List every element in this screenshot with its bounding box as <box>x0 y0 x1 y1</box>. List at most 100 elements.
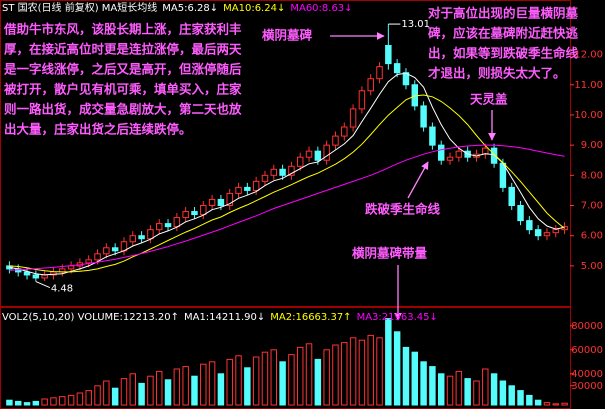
volume-bar <box>226 358 233 406</box>
note-line: 则一路出货，成交量急剧放大，第二天也放 <box>4 102 242 117</box>
label: 天灵盖 <box>470 92 508 107</box>
low-label: 4.48 <box>51 284 73 295</box>
legend-text: MA2:16663.37↑ <box>270 312 351 323</box>
volume-bar <box>323 349 330 406</box>
volume-bar <box>173 368 181 406</box>
arrow <box>407 161 429 199</box>
label: 横阴墓碑 <box>262 28 313 43</box>
volume-bar <box>182 366 189 406</box>
volume-bar <box>296 346 304 406</box>
candle-body <box>358 90 366 110</box>
marker-line <box>35 281 51 289</box>
volume-bar <box>385 318 392 406</box>
y2-tick-label: 60000 <box>571 345 603 356</box>
candle-body <box>244 186 251 191</box>
note-line: 借助牛市东风，该股长期上涨，庄家获利丰 <box>3 22 242 37</box>
volume-bar <box>517 390 524 406</box>
volume-bar <box>14 400 22 406</box>
volume-bar <box>552 403 560 406</box>
high-label: 13.01 <box>401 19 430 30</box>
volume-bar <box>270 349 278 406</box>
y-tick-label: 7.00 <box>581 201 603 212</box>
candle-body <box>437 144 445 161</box>
volume-bar <box>420 361 427 406</box>
candle-body <box>208 198 216 207</box>
candle-body <box>402 72 410 86</box>
marks <box>6 24 568 406</box>
y2-tick-label: 40000 <box>571 369 603 380</box>
legend-text: MA10:6.24↓ <box>223 3 285 14</box>
candle-body <box>138 235 145 240</box>
y2-tick-label: 30000 <box>571 381 603 392</box>
volume-bar <box>111 387 119 406</box>
y-tick-label: 10.00 <box>574 110 603 121</box>
volume-bar <box>508 385 515 406</box>
legend-text: MA1:14211.90↓ <box>184 312 265 323</box>
volume-bar <box>499 380 507 406</box>
candle-body <box>288 165 295 176</box>
volume-bar <box>32 400 40 406</box>
ma-line <box>9 94 565 273</box>
volume-bar <box>164 379 172 406</box>
candle-body <box>32 274 40 279</box>
volume-bar <box>155 370 163 406</box>
volume-bar <box>543 402 551 406</box>
candle-body <box>147 229 154 240</box>
note-line: 对于高位出现的巨量横阴墓 <box>428 6 579 21</box>
candle-body <box>226 192 233 207</box>
candle-body <box>420 105 427 128</box>
volume-bar <box>446 375 454 406</box>
candle-body <box>23 271 31 276</box>
candle-body <box>252 180 260 191</box>
volume-bar <box>94 385 101 406</box>
legend-text: VOL2(5,10,20) VOLUME:12213.20↑ <box>2 312 179 323</box>
candle-body <box>367 78 374 92</box>
volume-bar <box>314 358 322 406</box>
candle-body <box>270 168 278 176</box>
volume-bar <box>41 398 48 406</box>
volume-bar <box>305 343 313 406</box>
volume-bar <box>23 402 31 406</box>
volume-bar <box>393 331 401 406</box>
volume-bar <box>244 367 251 406</box>
volume-bar <box>367 334 374 406</box>
candle-body <box>455 150 463 158</box>
candle-body <box>332 135 339 146</box>
candle-body <box>429 126 436 146</box>
volume-bar <box>252 356 260 406</box>
note-line: 才退出，则损失太大了。 <box>427 66 566 81</box>
volume-bar <box>332 344 339 406</box>
y-tick-label: 12.00 <box>574 50 603 61</box>
candle-body <box>490 147 498 164</box>
volume-bar <box>191 375 198 406</box>
candle-body <box>182 211 189 219</box>
candle-body <box>217 198 225 207</box>
arrows <box>330 32 496 321</box>
volume-bar <box>437 373 445 406</box>
candle-body <box>393 63 401 74</box>
note-line: 厚，在接近高位时更是连拉涨停，最后两天 <box>4 42 242 57</box>
candle-body <box>482 147 489 155</box>
candle-body <box>173 217 181 228</box>
candle-body <box>67 265 75 270</box>
y-tick-label: 11.00 <box>574 80 603 91</box>
volume-bar <box>429 366 436 406</box>
volume-bar <box>402 346 410 406</box>
volume-bar <box>59 396 66 406</box>
candle-body <box>129 235 137 243</box>
candle-body <box>341 126 348 137</box>
volume-bar <box>561 402 568 406</box>
candle-body <box>526 220 533 231</box>
legend-text: MA60:8.63↓ <box>290 3 352 14</box>
candle-body <box>200 205 207 216</box>
legend-text: MA3:21963.45↓ <box>357 312 438 323</box>
candle-body <box>164 223 172 228</box>
volume-bar <box>200 363 207 406</box>
volume-bar <box>376 337 383 406</box>
label: 横阴墓碑带量 <box>352 246 428 261</box>
note-line: 碑，应该在墓碑附近赶快逃 <box>428 26 579 41</box>
candle-body <box>155 223 163 231</box>
candle-body <box>534 229 542 237</box>
candle-body <box>261 174 269 182</box>
note-line: 是一字线涨停，之后又是高开，但涨停随后 <box>3 62 242 77</box>
